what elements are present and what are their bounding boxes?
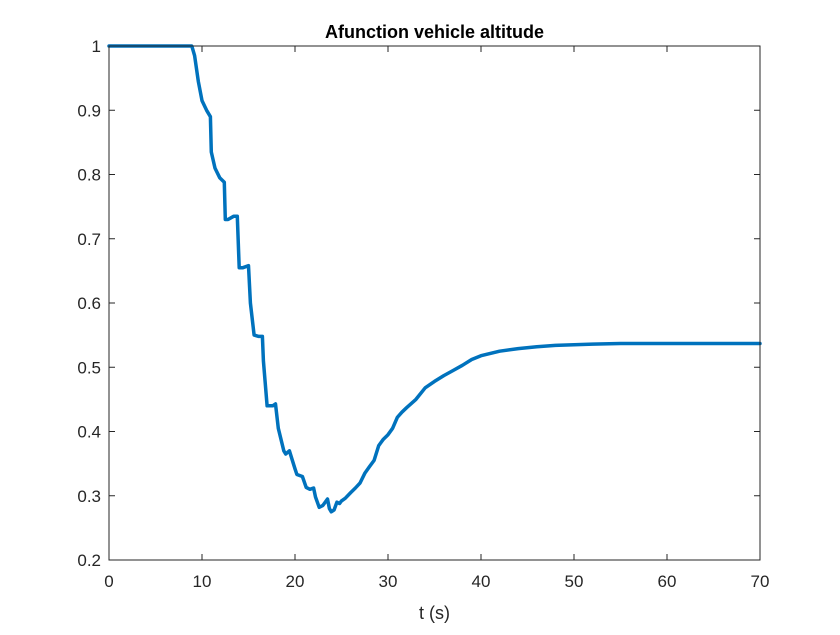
y-tick-label: 0.2	[77, 551, 101, 570]
x-tick-label: 30	[379, 572, 398, 591]
y-tick-label: 0.5	[77, 358, 101, 377]
series-layer	[107, 44, 762, 514]
x-tick-label: 40	[472, 572, 491, 591]
y-tick-label: 0.7	[77, 230, 101, 249]
x-tick-label: 50	[565, 572, 584, 591]
x-tick-label: 0	[104, 572, 113, 591]
y-axis-ticks: 0.2 0.3 0.4 0.5 0.6 0.7 0.8 0.9 1	[77, 37, 760, 570]
x-tick-label: 60	[658, 572, 677, 591]
plot-area	[109, 46, 760, 560]
series-line	[107, 44, 762, 514]
y-tick-label: 0.8	[77, 166, 101, 185]
x-tick-label: 20	[286, 572, 305, 591]
y-tick-label: 0.3	[77, 487, 101, 506]
x-tick-label: 10	[193, 572, 212, 591]
y-tick-label: 1	[92, 37, 101, 56]
y-tick-label: 0.4	[77, 423, 101, 442]
y-tick-label: 0.9	[77, 101, 101, 120]
plot-frame	[108, 45, 761, 561]
chart-title: Afunction vehicle altitude	[325, 22, 544, 42]
x-axis-label: t (s)	[419, 603, 450, 623]
y-tick-label: 0.6	[77, 294, 101, 313]
x-tick-label: 70	[751, 572, 770, 591]
x-axis-ticks: 0 10 20 30 40 50 60 70	[104, 46, 769, 591]
